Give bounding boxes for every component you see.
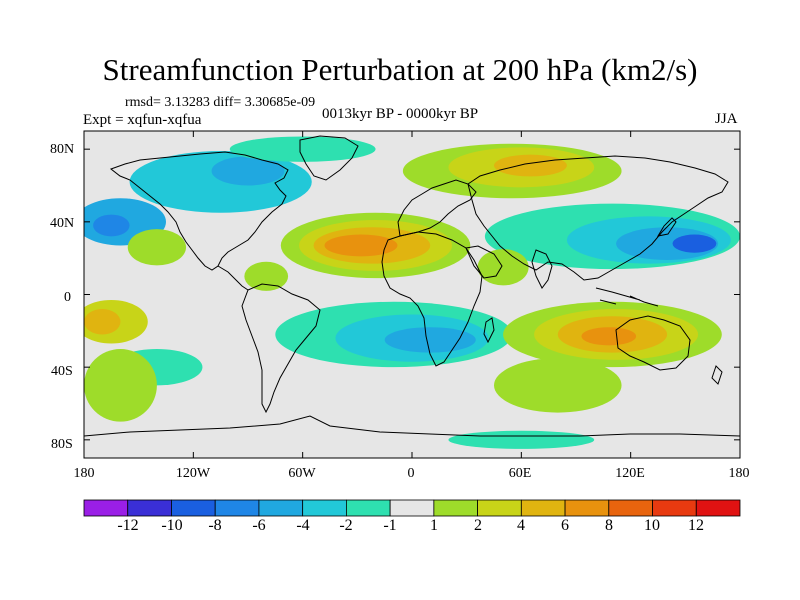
field-asia-low-core [672,234,717,253]
colorbar-label-6: 6 [561,517,569,534]
colorbar-swatch-14 [695,499,741,517]
lon-label-120w: 120W [175,466,211,481]
lon-label-180w: 180 [73,466,95,481]
coastline-madagascar [483,317,495,344]
colorbar-swatch-9 [477,499,522,517]
coastline-antarctica [84,415,740,437]
colorbar-swatch-6 [345,499,391,517]
colorbar-label-4: 4 [517,517,525,534]
colorbar-swatch-2 [171,499,216,517]
lon-label-60e: 60E [508,466,532,481]
colorbar-label-12: 12 [688,517,704,534]
colorbar-label-m6: -6 [252,517,266,534]
lat-label-40n: 40N [50,216,75,231]
season-label: JJA [715,111,738,127]
field-africa-green [477,249,529,286]
colorbar-swatch-8 [433,499,479,517]
coastline-australia [615,315,691,371]
colorbar-label-10: 10 [644,517,660,534]
colorbar-swatch-3 [214,499,260,517]
field-canada-low-core [211,156,285,186]
field-arctic-green [229,136,376,162]
colorbar-label-m4: -4 [296,517,310,534]
coastline-new-zealand [711,365,723,385]
colorbar-swatch-13 [652,499,697,517]
lon-label-120e: 120E [615,466,645,481]
colorbar-label-m1: -1 [383,517,397,534]
colorbar-swatch-1 [127,499,172,517]
field-south-pacific-green [84,349,157,422]
field-atlantic-high-core [324,234,398,257]
coastline-asia [467,155,729,281]
field-caribbean-green [244,261,289,291]
coastline-north-america [109,151,289,271]
colorbar-swatch-4 [258,499,304,517]
field-southwest-pacific-high-core [84,309,121,335]
field-southern-ocean-low [448,430,595,449]
coastline-arabia [465,245,503,279]
colorbar-label-8: 8 [605,517,613,534]
lat-label-0: 0 [64,290,71,305]
colorbar-swatch-5 [302,499,347,517]
coastline-central-america [217,265,249,291]
lon-label-0: 0 [407,466,415,481]
contour-fields [84,136,740,449]
lon-label-180e: 180 [728,466,750,481]
colorbar-swatch-10 [520,499,566,517]
lat-label-80s: 80S [51,437,73,452]
colorbar-swatch-12 [608,499,653,517]
experiment-label: Expt = xqfun-xqfua [83,112,202,128]
coastline-greenland [299,135,359,181]
colorbar-swatch-11 [564,499,610,517]
plot-title: Streamfunction Perturbation at 200 hPa (… [102,52,698,87]
field-eurasia-high-core [494,154,567,177]
colorbar-label-m10: -10 [161,517,183,534]
field-south-atlantic-low-core [384,327,476,353]
field-northeast-pacific-green [127,229,187,266]
lat-label-40s: 40S [51,364,73,379]
colorbar-label-1: 1 [430,517,438,534]
colorbar-label-m8: -8 [208,517,222,534]
axis-ticks [83,131,741,458]
coastline-indonesia [595,287,659,307]
colorbar-label-m2: -2 [339,517,353,534]
colorbar-swatch-0 [83,499,129,517]
colorbar [83,499,741,517]
coastline-south-america [241,283,321,414]
coastline-japan [656,217,677,237]
rmsd-diff-stats: rmsd= 3.13283 diff= 3.30685e-09 [125,95,316,110]
lon-label-60w: 60W [288,466,316,481]
colorbar-label-2: 2 [474,517,482,534]
lat-label-80n: 80N [50,142,75,157]
coastline-africa [381,231,483,367]
field-australia-high-core [581,327,637,346]
field-north-pacific-low-core [93,214,130,237]
colorbar-swatch-7 [389,499,435,517]
field-south-indian-green [494,358,622,413]
coastline-india [531,249,553,289]
colorbar-label-m12: -12 [117,517,139,534]
coastlines [84,135,740,437]
period-label: 0013kyr BP - 0000kyr BP [322,106,479,122]
